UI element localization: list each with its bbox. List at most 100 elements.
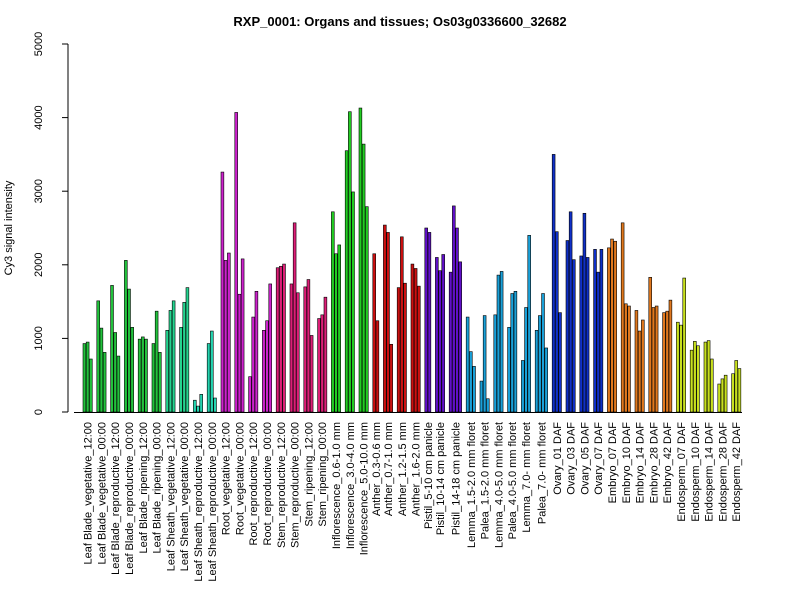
x-tick-labels: Leaf Blade_vegetative_12:00 Leaf Blade_ve… (83, 422, 744, 582)
bar (527, 235, 531, 413)
bar (251, 316, 255, 413)
bar (679, 324, 683, 413)
bar (668, 299, 673, 413)
bar (734, 360, 738, 413)
bar (513, 290, 518, 413)
bar (469, 351, 473, 413)
x-tick-label: Lemma_7.0- mm floret (521, 422, 533, 533)
y-tick-label: 5000 (33, 32, 45, 56)
bar (358, 107, 363, 413)
bar (210, 330, 214, 413)
bar (389, 343, 393, 413)
bar (596, 271, 600, 413)
bar (472, 366, 476, 413)
bar (610, 238, 614, 413)
bar (723, 374, 728, 413)
bar (348, 111, 352, 413)
bar (372, 253, 376, 413)
bar (582, 212, 587, 413)
x-tick-label: Anther_0.7-1.0 mm (383, 422, 395, 516)
bar (213, 397, 217, 413)
bar (555, 231, 559, 413)
bar (282, 263, 286, 413)
bar (558, 312, 562, 413)
bar (289, 283, 294, 413)
bar (654, 305, 659, 413)
bar (317, 318, 321, 413)
bar (265, 320, 269, 413)
x-tick-label: Leaf Sheath_reproductive_00:00 (207, 422, 219, 582)
bar (102, 352, 107, 413)
x-tick-label: Palea_1.5-2.0 mm floret (480, 422, 492, 539)
bar (127, 288, 131, 413)
x-tick-label: Stem_ripening_12:00 (303, 422, 315, 527)
x-tick-label: Embryo_14 DAF (635, 422, 647, 504)
x-tick-label: Palea_4.0-5.0 mm floret (507, 422, 519, 539)
y-tick-label: 3000 (33, 179, 45, 203)
bar (400, 236, 404, 413)
x-tick-label: Stem_reproductive_12:00 (276, 422, 288, 548)
bar (427, 232, 432, 413)
x-tick-label: Anther_0.3-0.6 mm (371, 422, 383, 516)
x-tick-label: Leaf Blade_vegetative_00:00 (96, 422, 108, 565)
bar (396, 287, 401, 413)
bar (96, 300, 100, 413)
x-tick-label: Inflorescence_5.0-10.0 mm (359, 422, 371, 555)
y-axis: 0 1000 2000 3000 4000 5000 (33, 32, 69, 415)
bar (168, 310, 173, 413)
y-tick-label: 0 (33, 409, 45, 415)
x-tick-label: Leaf Blade_reproductive_00:00 (124, 422, 136, 575)
bar (534, 329, 539, 413)
bar (85, 341, 90, 413)
bar (110, 285, 114, 413)
x-tick-label: Leaf Blade_reproductive_12:00 (110, 422, 122, 575)
bar (731, 373, 735, 413)
bar (361, 143, 366, 413)
bar (524, 307, 528, 413)
x-tick-label: Root_reproductive_00:00 (262, 422, 274, 546)
x-tick-label: Embryo_10 DAF (621, 422, 633, 504)
bar (193, 399, 197, 413)
bar (585, 257, 590, 413)
bar (521, 360, 525, 413)
bar (541, 293, 545, 413)
bar (199, 394, 203, 413)
bar (179, 327, 183, 413)
bar (676, 321, 680, 413)
bar (165, 329, 169, 413)
x-tick-label: Embryo_28 DAF (648, 422, 660, 504)
bar (151, 343, 156, 413)
bar (737, 368, 742, 413)
bar (486, 398, 490, 413)
bar (306, 279, 311, 413)
x-tick-label: Endosperm_42 DAF (731, 422, 743, 522)
bar (262, 329, 266, 413)
bar (220, 171, 225, 413)
bar (196, 405, 200, 413)
bar (624, 303, 628, 413)
x-tick-label: Pistil_14-18 cm panicle (450, 422, 462, 535)
bar (662, 312, 666, 413)
bar (351, 191, 355, 413)
bar (424, 227, 428, 413)
bar (493, 314, 497, 413)
bar (455, 227, 459, 413)
bar (99, 327, 104, 413)
bar (403, 282, 407, 413)
bar (268, 283, 272, 413)
bar (496, 274, 501, 413)
bar (337, 244, 341, 413)
bar (593, 249, 597, 413)
bar (613, 240, 617, 413)
bar (544, 347, 548, 413)
bar (634, 310, 639, 413)
bar (158, 352, 162, 413)
bar (599, 249, 604, 413)
bar (171, 300, 176, 413)
bar (482, 315, 487, 413)
bar (510, 293, 514, 413)
bar (452, 205, 456, 413)
bar (448, 271, 453, 413)
x-tick-label: Lemma_4.0-5.0 mm floret (493, 422, 505, 548)
bar (383, 224, 387, 413)
